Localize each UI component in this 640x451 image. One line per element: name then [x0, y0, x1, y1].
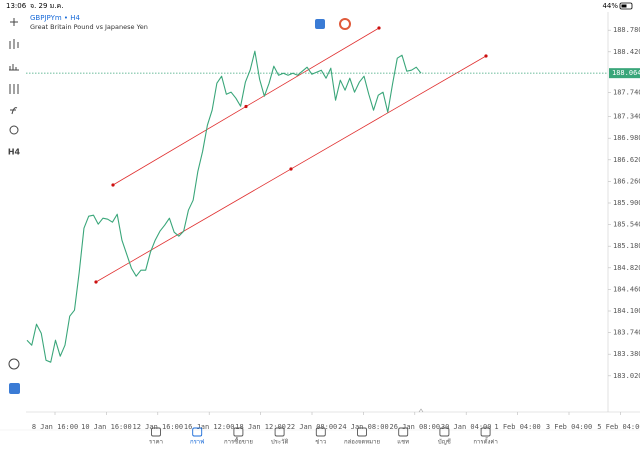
- timeframe-button[interactable]: H4: [8, 148, 21, 157]
- x-tick-label: 3 Feb 04:00: [546, 423, 592, 431]
- handle[interactable]: [244, 104, 248, 109]
- status-date: จ. 29 ม.ค.: [30, 2, 63, 10]
- nav-icon[interactable]: [151, 427, 161, 437]
- battery-level: [621, 4, 627, 8]
- x-tick-label: 22 Jan 08:00: [287, 423, 338, 431]
- x-tick-label: 5 Feb 04:00: [597, 423, 640, 431]
- objects-tool[interactable]: [9, 84, 19, 94]
- timer-tool[interactable]: [8, 358, 20, 370]
- x-tick-label: 10 Jan 16:00: [81, 423, 132, 431]
- x-tick-label: 1 Feb 04:00: [494, 423, 540, 431]
- trade-icon[interactable]: [9, 383, 20, 394]
- x-tick-label: 12 Jan 16:00: [133, 423, 184, 431]
- y-tick-label: 185.900: [613, 199, 640, 207]
- symbol-description: Great Britain Pound vs Japanese Yen: [30, 23, 148, 31]
- nav-icon[interactable]: [398, 427, 409, 437]
- x-tick-label: 8 Jan 16:00: [32, 423, 78, 431]
- x-tick-label: 18 Jan 12:00: [235, 423, 286, 431]
- price-line: [26, 50, 422, 363]
- handle[interactable]: [94, 280, 98, 284]
- handle[interactable]: [377, 26, 381, 30]
- one-click-icon[interactable]: [315, 19, 325, 29]
- nav-label[interactable]: ประวัติ: [271, 439, 289, 446]
- nav-icon[interactable]: [315, 427, 326, 437]
- nav-label[interactable]: กราฟ: [190, 439, 204, 446]
- nav-icon[interactable]: [192, 427, 203, 437]
- trendline-handles: [94, 26, 488, 284]
- nav-icon[interactable]: [480, 427, 491, 437]
- x-tick-label: 16 Jan 12:00: [184, 423, 235, 431]
- nav-icon[interactable]: [274, 427, 285, 437]
- y-tick-label: 188.420: [613, 48, 640, 56]
- nav-label[interactable]: การตั้งค่า: [473, 436, 497, 446]
- x-tick-label: 30 Jan 04:00: [441, 423, 492, 431]
- x-tick-label: 24 Jan 08:00: [338, 423, 389, 431]
- y-tick-label: 186.620: [613, 156, 640, 164]
- handle[interactable]: [111, 183, 115, 187]
- y-tick-label: 187.340: [613, 113, 640, 121]
- scroll-marker[interactable]: [418, 408, 424, 413]
- trendlines: [95, 27, 487, 283]
- handle[interactable]: [289, 167, 293, 171]
- nav-label[interactable]: ข่าว: [315, 439, 326, 446]
- nav-label[interactable]: กล่องจดหมาย: [344, 439, 380, 446]
- function-tool[interactable]: [10, 107, 18, 115]
- indicators-tool[interactable]: [9, 39, 19, 49]
- y-tick-label: 185.180: [613, 242, 640, 250]
- shapes-tool[interactable]: [9, 125, 19, 135]
- chart-type-tool[interactable]: [9, 64, 19, 71]
- x-tick-label: 26 Jan 08:00: [390, 423, 441, 431]
- current-price-box: [609, 68, 640, 79]
- y-tick-label: 185.540: [613, 221, 640, 229]
- nav-icon[interactable]: [233, 427, 244, 437]
- nav-label[interactable]: แชท: [397, 439, 409, 446]
- nav-label[interactable]: การซื้อขาย: [224, 436, 253, 446]
- battery-icon: [619, 2, 633, 10]
- y-tick-label: 186.260: [613, 177, 640, 185]
- status-battery: 44%: [602, 2, 618, 10]
- current-price-label: 188.064: [612, 69, 640, 77]
- crosshair-tool[interactable]: [10, 18, 18, 26]
- y-tick-label: 184.820: [613, 264, 640, 272]
- signal-icon[interactable]: [339, 18, 351, 30]
- y-tick-label: 183.740: [613, 329, 640, 337]
- symbol[interactable]: GBPJPYm • H4: [30, 14, 81, 22]
- y-tick-label: 184.100: [613, 307, 640, 315]
- nav-icon[interactable]: [357, 427, 367, 437]
- y-tick-label: 183.020: [613, 372, 640, 380]
- y-tick-label: 186.980: [613, 134, 640, 142]
- y-tick-label: 183.380: [613, 350, 640, 358]
- toolbar: [8, 18, 20, 370]
- y-tick-label: 184.460: [613, 285, 640, 293]
- nav-icon[interactable]: [439, 427, 450, 437]
- handle[interactable]: [484, 54, 488, 58]
- y-tick-label: 187.740: [613, 89, 640, 97]
- y-tick-label: 188.780: [613, 26, 640, 34]
- status-time: 13:06: [6, 2, 27, 10]
- nav-label[interactable]: บัญชี: [438, 438, 451, 446]
- nav-label[interactable]: ราคา: [149, 439, 163, 446]
